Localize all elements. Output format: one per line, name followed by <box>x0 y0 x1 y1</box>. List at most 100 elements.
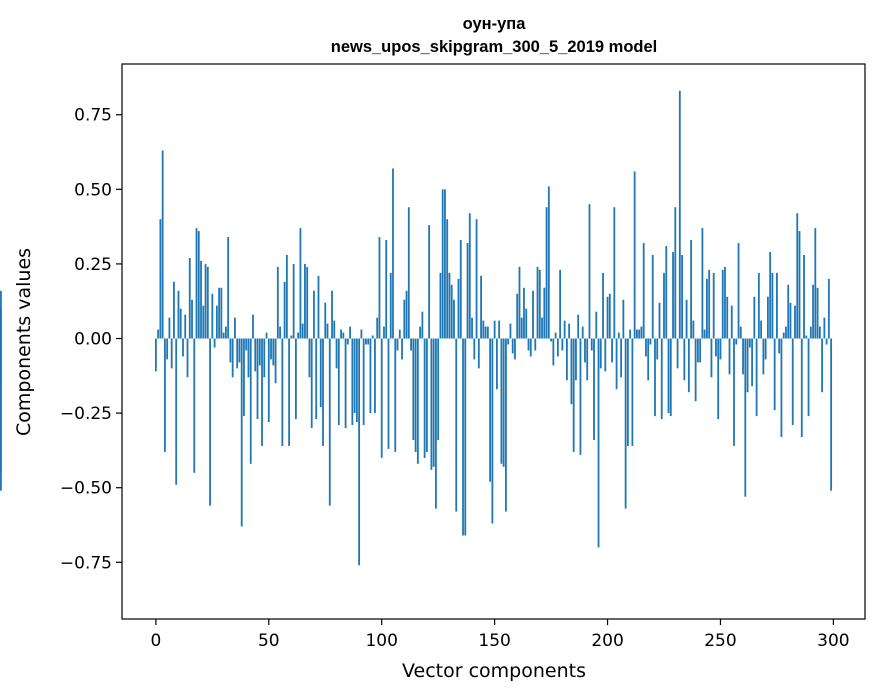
bar-74 <box>322 338 324 446</box>
bar-66 <box>304 263 306 339</box>
bar-296 <box>823 317 826 339</box>
bar-87 <box>351 338 354 426</box>
bar-144 <box>480 275 482 339</box>
bar-275 <box>776 272 778 339</box>
bar-221 <box>654 338 656 417</box>
bar-196 <box>597 338 600 548</box>
bar-184 <box>570 338 573 405</box>
bar-174 <box>547 186 550 339</box>
bar-165 <box>527 338 530 351</box>
bar-211 <box>631 338 634 446</box>
bar-52 <box>272 338 275 366</box>
bar-280 <box>787 284 790 339</box>
bar-24 <box>209 338 211 506</box>
bar-249 <box>717 338 720 420</box>
bar-122 <box>430 338 433 470</box>
bar-226 <box>665 246 668 339</box>
x-tick-label-50: 50 <box>258 631 280 651</box>
bar-30 <box>222 332 225 339</box>
bar-178 <box>556 338 559 357</box>
bar-150 <box>493 320 496 339</box>
bar-35 <box>234 317 236 339</box>
bar-92 <box>362 338 365 426</box>
bar-203 <box>613 207 616 339</box>
bar-157 <box>509 323 512 339</box>
bar-149 <box>491 338 494 524</box>
bar-176 <box>552 338 555 366</box>
bar-105 <box>392 168 394 339</box>
y-tick-label-3: 0.00 <box>74 330 112 350</box>
bar-214 <box>638 329 641 339</box>
bar-291 <box>812 284 814 339</box>
bar-137 <box>464 338 467 536</box>
bar-142 <box>475 219 478 339</box>
bar-156 <box>507 338 510 345</box>
bar-213 <box>636 329 638 339</box>
bar-195 <box>595 311 598 339</box>
bar-155 <box>505 338 507 512</box>
bar-208 <box>624 338 627 509</box>
bar-73 <box>319 338 322 408</box>
bar-284 <box>796 213 799 339</box>
bar-120 <box>425 338 428 452</box>
bar-168 <box>534 338 537 351</box>
bar-225 <box>663 272 665 339</box>
bar-135 <box>459 240 462 339</box>
bar-193 <box>590 338 593 351</box>
bar-77 <box>328 338 331 506</box>
bar-10 <box>177 290 180 339</box>
bar-64 <box>299 228 302 339</box>
x-tick-label-200: 200 <box>591 631 623 651</box>
bar-236 <box>687 338 690 393</box>
bar-15 <box>188 257 191 339</box>
bar-290 <box>809 326 812 339</box>
bar-235 <box>685 299 688 339</box>
bar-167 <box>532 290 534 339</box>
bar-289 <box>807 338 810 417</box>
bar-293 <box>816 287 819 339</box>
bar-191 <box>586 338 589 381</box>
bar-274 <box>773 338 776 411</box>
bar-59 <box>288 338 291 446</box>
bar-230 <box>674 207 677 339</box>
bar-71 <box>315 338 318 420</box>
bar-164 <box>525 308 528 339</box>
bar-185 <box>572 338 575 452</box>
bar-46 <box>258 338 261 366</box>
bar-279 <box>785 326 787 339</box>
bar-20 <box>200 260 202 339</box>
bar-37 <box>238 338 241 363</box>
x-axis: 0 50 100 150 200 250 300 <box>150 619 850 651</box>
bar-295 <box>821 338 823 393</box>
bar-40 <box>245 338 248 351</box>
bar-146 <box>484 326 487 339</box>
bar-257 <box>735 338 738 345</box>
bar-42 <box>249 338 252 464</box>
bar-18 <box>195 228 198 339</box>
bar-72 <box>317 275 320 339</box>
bar-134 <box>457 278 460 339</box>
bar-199 <box>604 338 607 372</box>
bar-115 <box>414 338 417 452</box>
bar-250 <box>719 338 722 360</box>
bar-286 <box>800 338 803 437</box>
bar-104 <box>389 272 392 339</box>
bar-161 <box>518 266 521 339</box>
bar-21 <box>202 305 205 339</box>
bar-113 <box>410 338 412 351</box>
bar-26 <box>213 338 216 348</box>
bar-53 <box>274 338 277 384</box>
bar-224 <box>660 338 663 420</box>
bar-145 <box>482 320 485 339</box>
bar-58 <box>285 254 288 339</box>
bar-81 <box>337 338 340 426</box>
bar-276 <box>778 338 781 354</box>
bar-29 <box>220 287 223 339</box>
bar-94 <box>367 338 370 345</box>
bar-228 <box>669 338 672 417</box>
bar-158 <box>511 338 514 354</box>
bar-3 <box>161 150 164 339</box>
bar-239 <box>694 338 697 402</box>
bar-163 <box>523 287 525 339</box>
bar-172 <box>543 287 546 339</box>
